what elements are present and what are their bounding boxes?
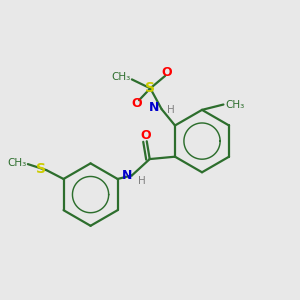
Text: N: N <box>122 169 132 182</box>
Text: CH₃: CH₃ <box>225 100 244 110</box>
Text: CH₃: CH₃ <box>111 72 130 82</box>
Text: N: N <box>149 101 159 114</box>
Text: S: S <box>145 81 155 95</box>
Text: O: O <box>131 97 142 110</box>
Text: CH₃: CH₃ <box>7 158 26 168</box>
Text: O: O <box>141 129 152 142</box>
Text: H: H <box>138 176 146 186</box>
Text: H: H <box>167 105 175 115</box>
Text: S: S <box>36 163 46 176</box>
Text: O: O <box>161 66 172 80</box>
